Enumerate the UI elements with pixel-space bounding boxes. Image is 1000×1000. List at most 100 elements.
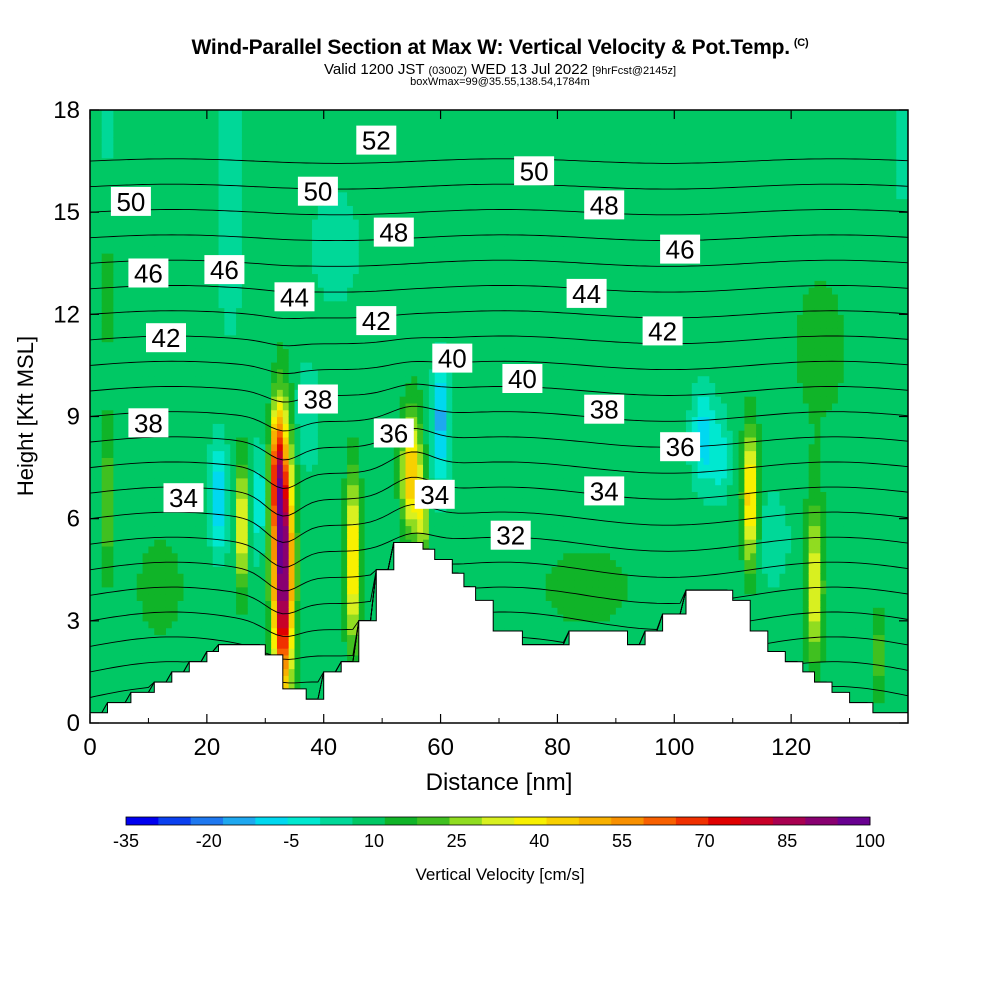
velocity-cell — [341, 253, 348, 261]
velocity-cell — [183, 443, 190, 452]
velocity-cell — [253, 293, 261, 302]
velocity-cell — [230, 450, 237, 458]
velocity-cell — [241, 539, 249, 547]
velocity-cell — [288, 178, 296, 186]
velocity-cell — [177, 552, 185, 561]
velocity-cell — [241, 205, 249, 213]
velocity-cell — [171, 423, 179, 431]
velocity-cell — [393, 491, 401, 499]
velocity-cell — [387, 484, 395, 493]
velocity-cell — [90, 532, 97, 540]
velocity-cell — [276, 205, 284, 213]
velocity-cell — [387, 559, 395, 567]
velocity-cell — [241, 212, 249, 220]
velocity-cell — [294, 191, 301, 200]
velocity-cell — [247, 253, 255, 261]
velocity-cell — [230, 191, 237, 200]
velocity-cell — [95, 314, 103, 322]
velocity-cell — [206, 246, 214, 254]
velocity-cell — [154, 130, 161, 138]
velocity-cell — [90, 593, 97, 601]
velocity-cell — [183, 532, 190, 540]
velocity-cell — [399, 253, 407, 261]
velocity-cell — [300, 654, 307, 663]
velocity-cell — [101, 110, 109, 118]
velocity-cell — [154, 498, 161, 506]
velocity-cell — [165, 218, 173, 227]
velocity-cell — [387, 450, 395, 458]
velocity-cell — [370, 450, 377, 458]
velocity-cell — [195, 579, 202, 588]
velocity-cell — [253, 362, 261, 370]
velocity-cell — [130, 518, 138, 527]
velocity-cell — [341, 287, 348, 295]
velocity-cell — [288, 266, 296, 275]
velocity-cell — [160, 484, 167, 493]
velocity-cell — [376, 382, 383, 390]
velocity-cell — [405, 341, 412, 349]
velocity-cell — [323, 246, 331, 254]
velocity-cell — [271, 341, 278, 349]
velocity-cell — [206, 593, 214, 601]
velocity-cell — [201, 402, 208, 411]
velocity-cell — [189, 232, 196, 241]
velocity-cell — [95, 266, 103, 275]
velocity-cell — [370, 191, 377, 200]
velocity-cell — [306, 218, 313, 227]
velocity-cell — [282, 648, 290, 656]
velocity-cell — [195, 157, 202, 166]
velocity-cell — [259, 164, 266, 172]
velocity-cell — [183, 191, 190, 200]
velocity-cell — [236, 287, 243, 295]
velocity-cell — [154, 232, 161, 241]
velocity-cell — [312, 212, 319, 220]
velocity-cell — [265, 191, 272, 200]
velocity-cell — [265, 253, 272, 261]
velocity-cell — [405, 116, 412, 125]
velocity-cell — [312, 130, 319, 138]
velocity-cell — [288, 586, 296, 595]
velocity-cell — [130, 116, 138, 125]
velocity-cell — [206, 641, 214, 649]
velocity-cell — [247, 212, 255, 220]
velocity-cell — [206, 539, 214, 547]
velocity-cell — [247, 164, 255, 172]
velocity-cell — [265, 184, 272, 193]
velocity-cell — [276, 144, 284, 152]
velocity-cell — [125, 593, 132, 601]
velocity-cell — [107, 280, 114, 288]
velocity-cell — [393, 409, 401, 418]
velocity-cell — [399, 477, 407, 486]
velocity-cell — [247, 184, 255, 193]
velocity-cell — [95, 198, 103, 206]
velocity-cell — [288, 314, 296, 322]
velocity-cell — [195, 382, 202, 390]
velocity-cell — [306, 171, 313, 179]
velocity-cell — [183, 511, 190, 520]
velocity-cell — [265, 348, 272, 356]
velocity-cell — [300, 321, 307, 329]
velocity-cell — [130, 300, 138, 309]
velocity-cell — [317, 511, 325, 520]
velocity-cell — [154, 457, 161, 465]
velocity-cell — [236, 300, 243, 309]
velocity-cell — [189, 110, 196, 118]
velocity-cell — [323, 498, 331, 506]
velocity-cell — [276, 464, 284, 472]
velocity-cell — [317, 144, 325, 152]
velocity-cell — [393, 525, 401, 533]
velocity-cell — [347, 144, 354, 152]
velocity-cell — [183, 280, 190, 288]
velocity-cell — [358, 457, 366, 465]
velocity-cell — [195, 362, 202, 370]
velocity-cell — [253, 232, 261, 241]
velocity-cell — [341, 205, 348, 213]
velocity-cell — [241, 579, 249, 588]
velocity-cell — [370, 552, 377, 561]
velocity-cell — [288, 375, 296, 384]
velocity-cell — [165, 212, 173, 220]
velocity-cell — [241, 389, 249, 397]
velocity-cell — [259, 573, 266, 581]
velocity-cell — [154, 355, 161, 363]
velocity-cell — [201, 205, 208, 213]
